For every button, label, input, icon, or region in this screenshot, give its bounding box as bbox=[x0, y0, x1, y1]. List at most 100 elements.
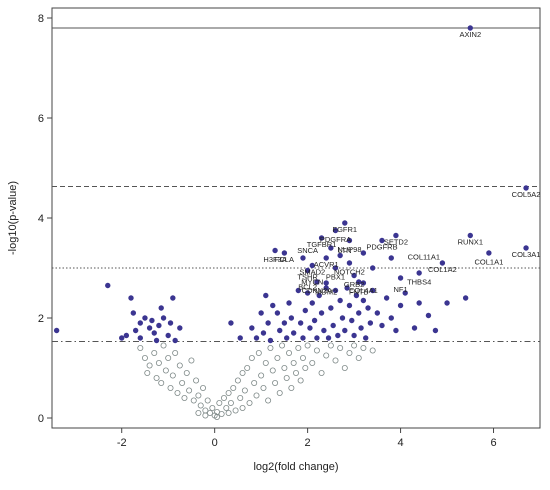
nonsignificant-point bbox=[292, 369, 299, 376]
nonsignificant-point bbox=[272, 379, 279, 386]
nonsignificant-point bbox=[346, 349, 353, 356]
nonsignificant-point bbox=[146, 362, 153, 369]
significant-point bbox=[337, 252, 343, 259]
significant-point bbox=[353, 292, 360, 299]
nonsignificant-point bbox=[288, 384, 295, 391]
nonsignificant-point bbox=[230, 384, 237, 391]
gene-label: BCL2 bbox=[298, 283, 317, 292]
significant-point bbox=[128, 295, 134, 301]
significant-point bbox=[360, 250, 367, 256]
significant-point bbox=[272, 247, 278, 254]
nonsignificant-point bbox=[141, 354, 148, 361]
nonsignificant-point bbox=[193, 377, 200, 384]
significant-point bbox=[281, 250, 288, 256]
significant-point bbox=[290, 330, 297, 336]
nonsignificant-point bbox=[169, 372, 176, 379]
significant-point bbox=[237, 335, 243, 341]
nonsignificant-point bbox=[309, 359, 316, 366]
significant-point bbox=[137, 335, 144, 341]
significant-point bbox=[444, 300, 450, 306]
plot-frame bbox=[51, 7, 541, 429]
nonsignificant-point bbox=[153, 374, 160, 381]
gene-label: FGFR1 bbox=[333, 225, 358, 234]
nonsignificant-point bbox=[232, 407, 239, 414]
nonsignificant-point bbox=[197, 402, 204, 409]
significant-point bbox=[332, 265, 339, 271]
significant-point bbox=[325, 335, 332, 341]
significant-point bbox=[158, 305, 164, 311]
significant-point bbox=[379, 322, 385, 329]
significant-point bbox=[297, 320, 304, 326]
nonsignificant-points bbox=[137, 342, 376, 420]
y-tick-label: 6 bbox=[38, 113, 44, 125]
significant-point bbox=[323, 255, 329, 261]
gene-label: PDGFRB bbox=[366, 243, 397, 252]
nonsignificant-point bbox=[158, 379, 165, 386]
y-tick-label: 2 bbox=[38, 313, 44, 325]
significant-point bbox=[167, 320, 174, 326]
significant-point bbox=[351, 272, 357, 279]
nonsignificant-point bbox=[162, 367, 169, 374]
significant-point bbox=[342, 220, 348, 226]
significant-point bbox=[130, 310, 137, 316]
significant-point bbox=[346, 302, 353, 309]
significant-point bbox=[177, 325, 183, 331]
significant-point bbox=[321, 327, 327, 334]
nonsignificant-point bbox=[323, 352, 330, 359]
significant-point bbox=[249, 325, 255, 331]
nonsignificant-point bbox=[160, 342, 167, 349]
nonsignificant-point bbox=[327, 342, 334, 349]
nonsignificant-point bbox=[290, 359, 297, 366]
nonsignificant-point bbox=[255, 349, 262, 356]
significant-point bbox=[337, 297, 343, 304]
nonsignificant-point bbox=[137, 344, 144, 351]
significant-point bbox=[53, 327, 60, 334]
x-tick-label: 0 bbox=[212, 437, 218, 449]
significant-point bbox=[363, 335, 369, 341]
significant-point bbox=[323, 285, 329, 291]
significant-point bbox=[302, 307, 308, 314]
nonsignificant-point bbox=[360, 344, 367, 351]
significant-point bbox=[277, 327, 283, 334]
significant-point bbox=[172, 337, 178, 344]
nonsignificant-point bbox=[155, 359, 162, 366]
nonsignificant-point bbox=[188, 357, 195, 364]
y-tick-label: 0 bbox=[38, 413, 44, 425]
significant-point bbox=[462, 295, 469, 301]
nonsignificant-point bbox=[267, 344, 274, 351]
significant-point bbox=[123, 332, 130, 339]
threshold-lines bbox=[52, 27, 540, 342]
gene-label: PDGFRA bbox=[320, 235, 351, 244]
x-tick-label: 2 bbox=[305, 437, 311, 449]
significant-point bbox=[397, 275, 404, 281]
gene-label: PBX1 bbox=[326, 273, 345, 282]
significant-point bbox=[265, 320, 271, 326]
significant-point bbox=[270, 302, 276, 309]
significant-point bbox=[263, 292, 269, 299]
gene-label: NOTCH2 bbox=[334, 268, 365, 277]
significant-point bbox=[358, 325, 364, 331]
significant-point bbox=[328, 245, 334, 251]
gene-label: AXIN2 bbox=[459, 30, 481, 39]
nonsignificant-point bbox=[183, 369, 190, 376]
gene-label: SNCA bbox=[297, 246, 318, 255]
significant-point bbox=[316, 292, 322, 299]
significant-point bbox=[367, 320, 374, 326]
gene-label: SETD2 bbox=[384, 238, 408, 247]
gene-label: SMAD2 bbox=[299, 268, 325, 277]
significant-point bbox=[369, 287, 376, 294]
gene-label: ACVR1 bbox=[314, 260, 339, 269]
gene-label: CDKN2A bbox=[302, 286, 332, 295]
gene-label: NF1 bbox=[393, 285, 407, 294]
nonsignificant-point bbox=[200, 384, 207, 391]
significant-point bbox=[411, 325, 418, 331]
nonsignificant-point bbox=[144, 369, 151, 376]
significant-point bbox=[105, 282, 111, 289]
significant-point bbox=[160, 315, 167, 321]
significant-point bbox=[523, 245, 529, 251]
significant-point bbox=[383, 295, 390, 301]
nonsignificant-point bbox=[297, 377, 304, 384]
significant-point bbox=[402, 290, 408, 296]
significant-point bbox=[146, 325, 153, 331]
significant-point bbox=[332, 227, 339, 234]
